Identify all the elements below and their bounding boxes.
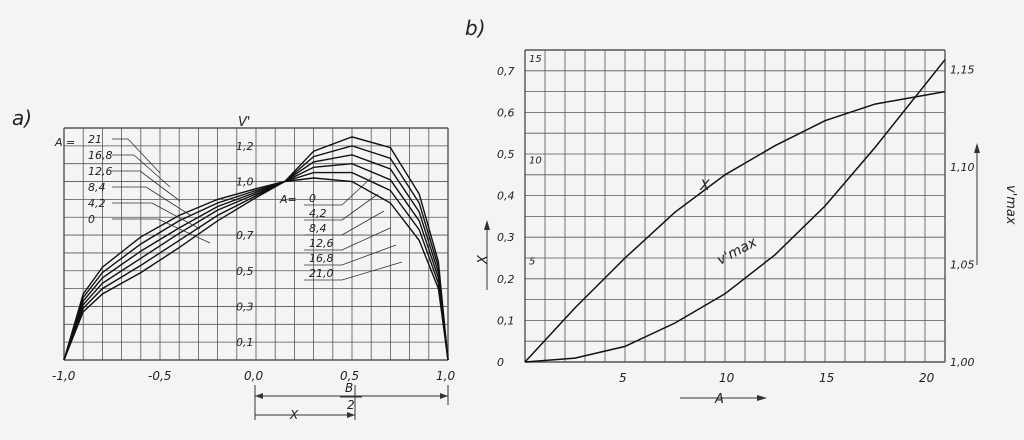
legend-left-item: 4,2 bbox=[88, 197, 106, 210]
panel-a-series bbox=[63, 136, 449, 361]
panel-b-label: b) bbox=[465, 16, 486, 40]
legend-right-item: 12,6 bbox=[309, 237, 334, 250]
y-right-tick-label: 1,00 bbox=[950, 356, 975, 369]
panel-b-axes: 5 10 15 20 0 0,1 0,2 0,3 0,4 0,5 0,6 0,7 5 10 15 1,00 1,… bbox=[497, 54, 975, 385]
legend-right-item: 8,4 bbox=[309, 222, 327, 235]
panel-a: a) -1,0 -0,5 0,0 0,5 1,0 0,1 0,3 0,5 0,7 1,0 1,2 V… bbox=[12, 106, 455, 422]
y-left-tick-label: 0,6 bbox=[497, 106, 515, 119]
x-tick-label: 5 bbox=[619, 371, 627, 385]
series-line bbox=[63, 177, 449, 361]
y-tick-label: 0,7 bbox=[236, 229, 254, 242]
dim-half-den: 2 bbox=[347, 398, 355, 412]
x-tick-label: 10 bbox=[719, 371, 735, 385]
legend-right-leader bbox=[341, 261, 403, 281]
series-line bbox=[63, 136, 449, 361]
legend-right-leader bbox=[341, 227, 391, 251]
panel-a-grid bbox=[63, 127, 449, 361]
legend-right-item: 21,0 bbox=[309, 267, 334, 280]
y-left-label: X bbox=[476, 254, 491, 265]
y-left-tick-label: 0,1 bbox=[497, 314, 515, 327]
y-right-tick-label: 1,10 bbox=[950, 161, 975, 174]
y-left-tick-label: 0,5 bbox=[497, 148, 515, 161]
legend-left-item: 8,4 bbox=[88, 181, 106, 194]
legend-left-item: 0 bbox=[88, 213, 95, 226]
panel-a-label: a) bbox=[12, 106, 32, 130]
y-left-tick-label: 0,4 bbox=[497, 190, 515, 203]
dim-half-num: B bbox=[345, 381, 353, 395]
legend-right-leader bbox=[341, 176, 373, 206]
legend-left-leader bbox=[157, 218, 211, 244]
panel-b-xlabel: A bbox=[680, 392, 767, 407]
series-line bbox=[63, 145, 449, 361]
x-tick-label: -1,0 bbox=[52, 369, 76, 383]
legend-right-item: 16,8 bbox=[309, 252, 334, 265]
x-label: A bbox=[714, 392, 724, 407]
y-left-tick-label: 0,3 bbox=[497, 231, 515, 244]
panel-a-legend-left: 21 16,8 12,6 8,4 4,2 0 bbox=[88, 133, 211, 244]
y-tick-label: 1,0 bbox=[236, 176, 254, 189]
x-tick-label: 15 bbox=[819, 371, 834, 385]
x-tick-label: 0,5 bbox=[340, 369, 359, 383]
panel-b-ylabel-right: v'max bbox=[974, 143, 1018, 265]
y-tick-label: 1,2 bbox=[236, 140, 254, 153]
y-right-tick-label: 1,15 bbox=[950, 64, 975, 77]
x-tick-label: 0,0 bbox=[244, 369, 263, 383]
legend-left-item: 16,8 bbox=[88, 149, 113, 162]
series-line bbox=[63, 154, 449, 361]
legend-right-leader bbox=[341, 244, 397, 266]
legend-right-item: 4,2 bbox=[309, 207, 327, 220]
legend-right-leader bbox=[341, 210, 385, 236]
series-line bbox=[63, 171, 449, 361]
y-tick-label: 0,5 bbox=[236, 265, 254, 278]
y-right-label: v'max bbox=[1003, 185, 1018, 225]
legend-left-leader bbox=[133, 154, 171, 188]
dim-offset-label: X bbox=[289, 408, 299, 422]
panel-b-grid bbox=[524, 49, 946, 363]
panel-b: b) 5 10 15 20 0 0,1 0,2 0,3 0,4 0,5 0,6 0,7 5 10 15 1,0… bbox=[465, 16, 1018, 407]
legend-left-item: 21 bbox=[88, 133, 102, 146]
legend-left-leader bbox=[139, 170, 181, 202]
panel-a-axes: -1,0 -0,5 0,0 0,5 1,0 0,1 0,3 0,5 0,7 1,0 1,2 bbox=[52, 140, 455, 383]
y-left-tick-label: 0,2 bbox=[497, 273, 515, 286]
x-tick-label: 1,0 bbox=[436, 369, 455, 383]
panel-a-ylabel: V' bbox=[238, 115, 250, 130]
legend-left-leader bbox=[145, 186, 191, 216]
y-inner-tick-label: 5 bbox=[529, 257, 535, 268]
x-tick-label: -0,5 bbox=[148, 369, 171, 383]
legend-left-leader bbox=[151, 202, 201, 230]
series-line bbox=[524, 59, 946, 363]
y-right-tick-label: 1,05 bbox=[950, 259, 975, 272]
legend-left-item: 12,6 bbox=[88, 165, 113, 178]
y-inner-tick-label: 15 bbox=[529, 54, 542, 65]
y-tick-label: 0,1 bbox=[236, 336, 254, 349]
series-line bbox=[63, 162, 449, 361]
y-left-tick-label: 0,7 bbox=[497, 65, 515, 78]
y-tick-label: 0,3 bbox=[236, 300, 254, 313]
x-tick-label: 20 bbox=[919, 371, 935, 385]
series-vmax-label: v'max bbox=[714, 234, 760, 268]
legend-right-leader bbox=[341, 193, 379, 221]
panel-b-ylabel-left: X bbox=[476, 220, 491, 290]
legend-right-title: A= bbox=[279, 193, 297, 206]
series-line bbox=[524, 90, 946, 363]
y-inner-tick-label: 10 bbox=[529, 155, 542, 166]
legend-left-leader bbox=[127, 138, 161, 174]
panel-a-dimension-lines: X B 2 bbox=[254, 381, 449, 422]
legend-left-title: A = bbox=[54, 136, 75, 149]
legend-right-item: 0 bbox=[309, 192, 316, 205]
y-left-tick-label: 0 bbox=[497, 356, 504, 369]
series-x-label: X bbox=[699, 178, 710, 194]
panel-b-series bbox=[524, 59, 946, 363]
panel-a-legend-right: 0 4,2 8,4 12,6 16,8 21,0 bbox=[304, 176, 403, 281]
